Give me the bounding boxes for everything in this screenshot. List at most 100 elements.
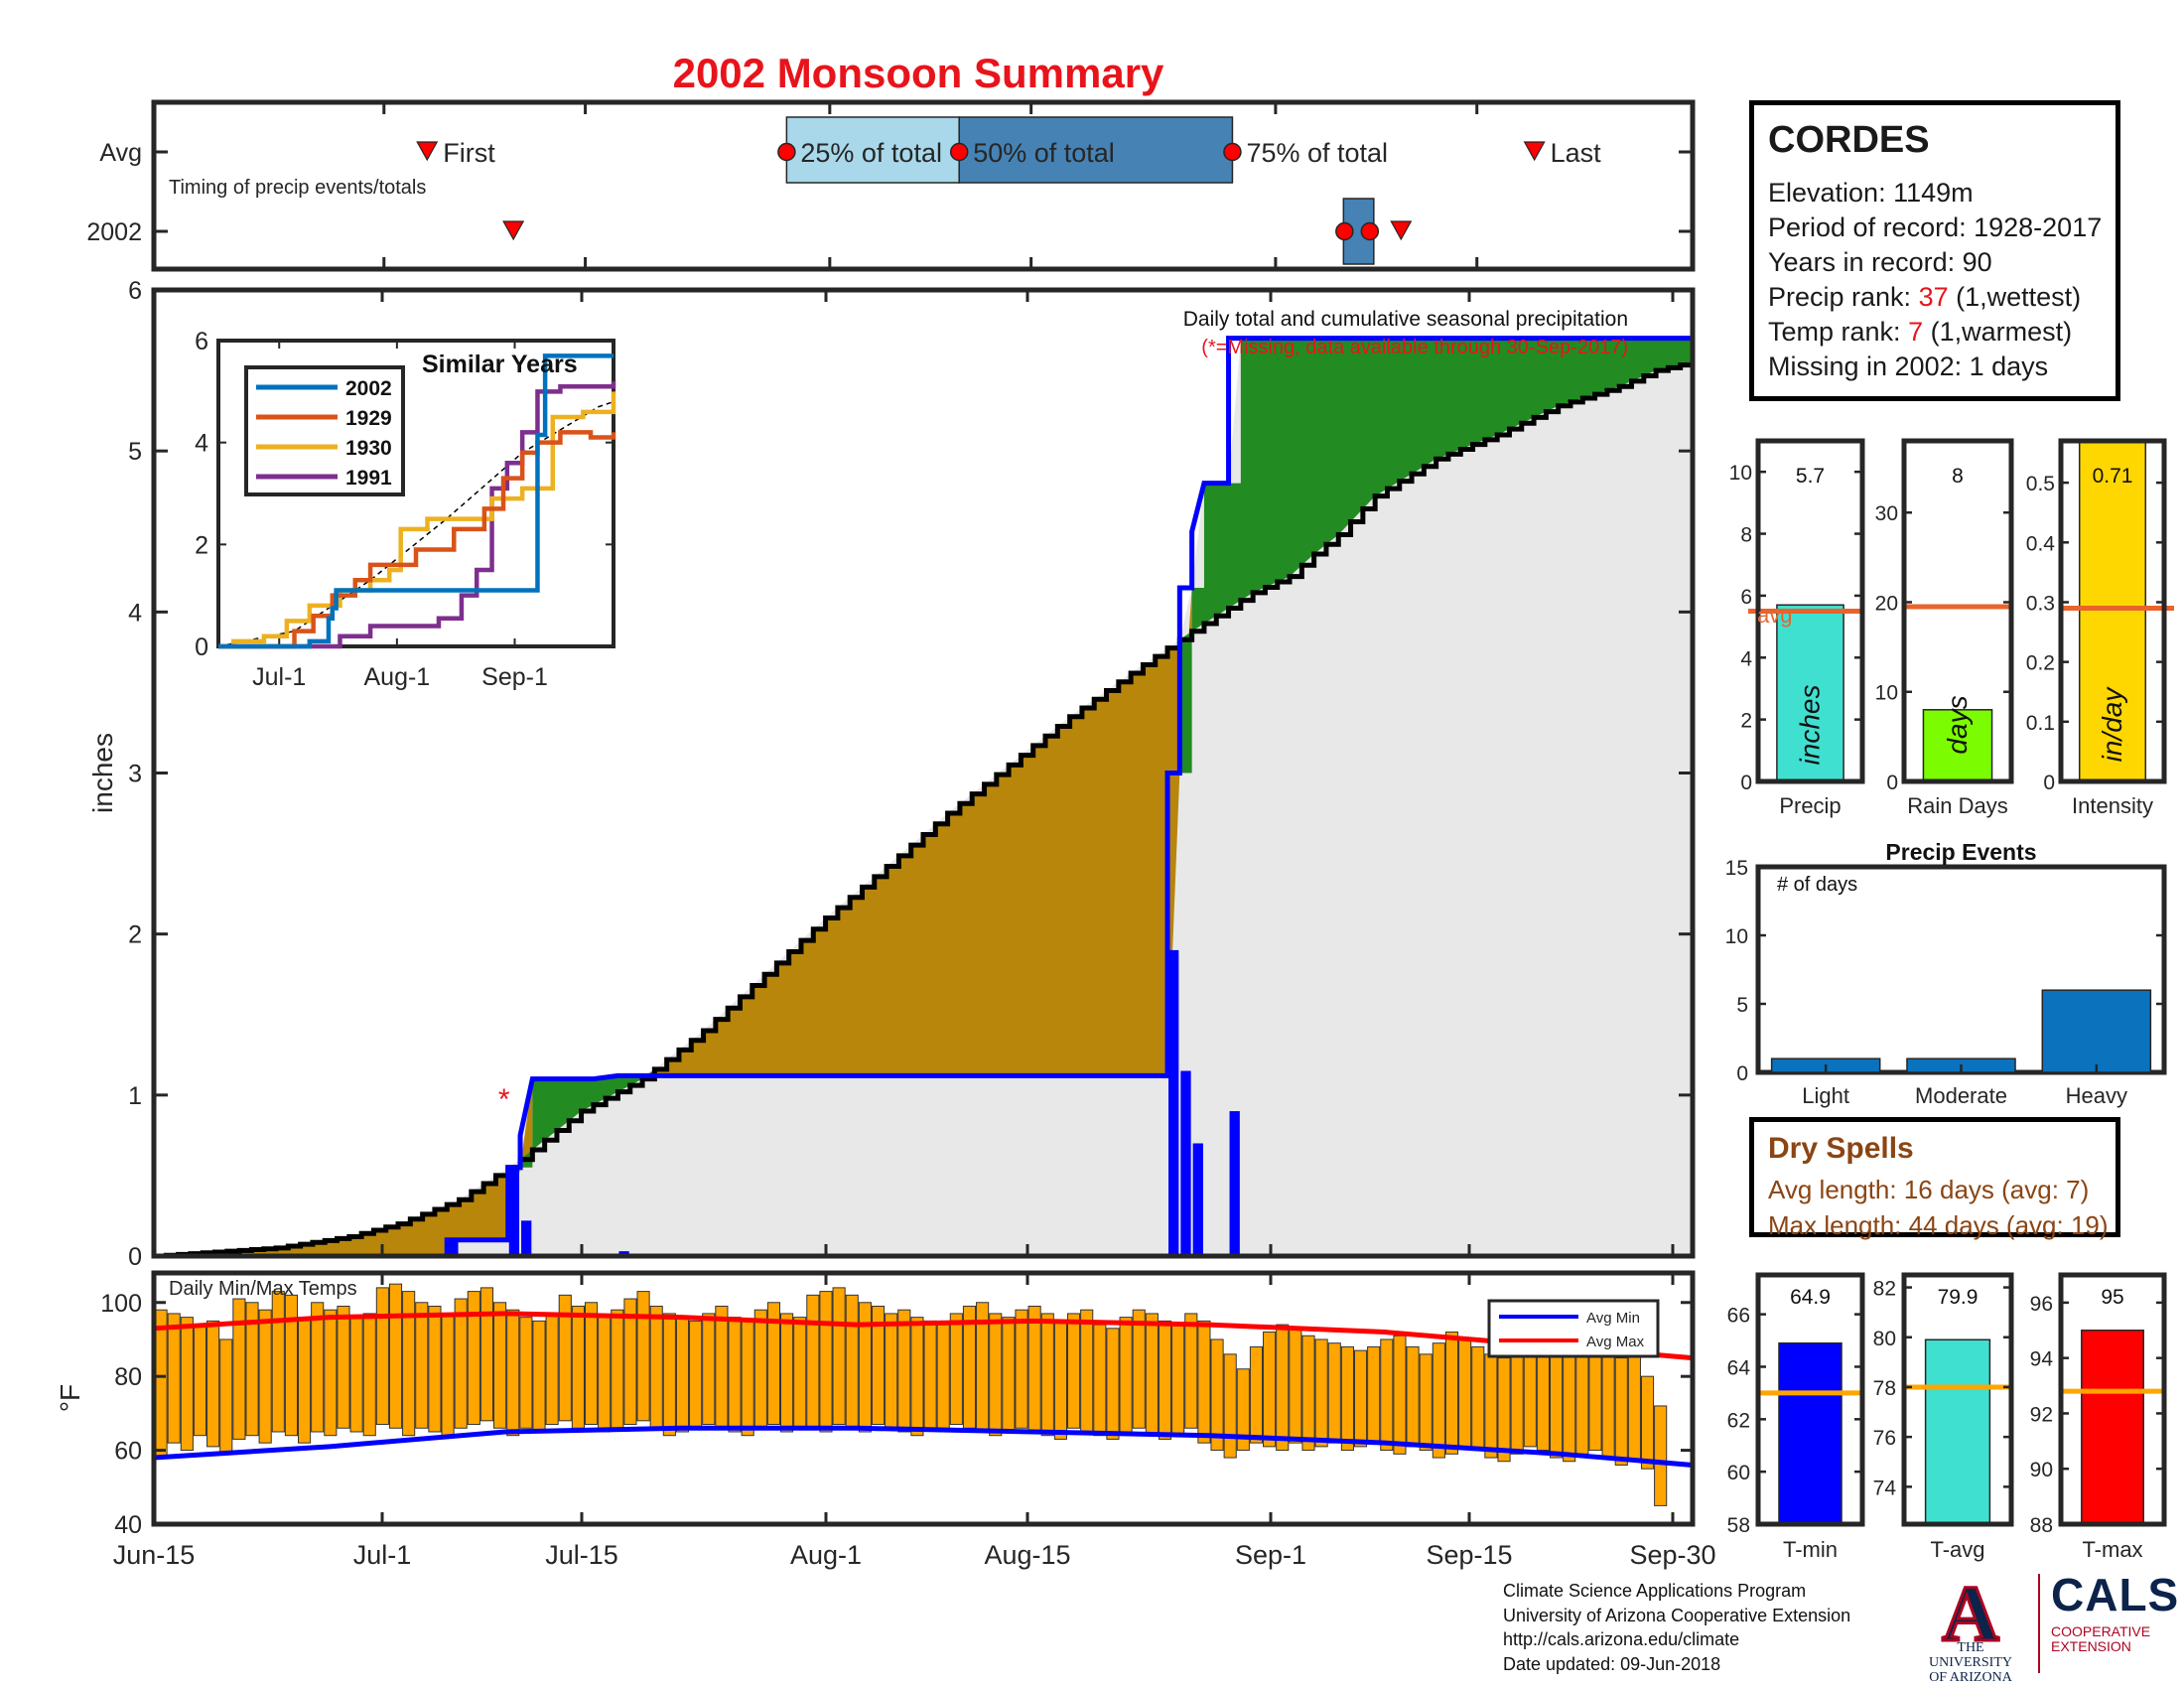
missing-marker: * (498, 1083, 510, 1116)
temp-bar (1132, 1309, 1146, 1429)
timing-subtitle: Timing of precip events/totals (169, 177, 426, 199)
credits-line-3[interactable]: http://cals.arizona.edu/climate (1503, 1629, 1740, 1649)
events-label-Heavy: Heavy (2066, 1083, 2127, 1108)
timing-row-label-Avg: Avg (99, 139, 142, 167)
temp-bar (388, 1283, 403, 1429)
temp-bar (154, 1309, 168, 1459)
tsum-ytick-label: 96 (2030, 1293, 2053, 1316)
temp-bar (1015, 1309, 1028, 1429)
pbar-ytick-label: 0.3 (2026, 592, 2055, 615)
station-info-box: CORDES Elevation: 1149m Period of record… (1749, 100, 2120, 401)
temp-bar (1289, 1328, 1302, 1444)
events-bar-Heavy (2041, 989, 2152, 1073)
xtick-label-Aug-15: Aug-15 (984, 1540, 1070, 1570)
inset-legend-label-1930: 1930 (345, 437, 392, 460)
precip-rank-value: 37 (1918, 282, 1949, 312)
temp-bar (271, 1291, 285, 1433)
pbar-frame-Precip (1755, 438, 1865, 784)
temp-bar (193, 1324, 207, 1437)
temp-bar (1601, 1345, 1615, 1459)
tsum-ytick-label: 92 (2030, 1403, 2053, 1426)
daily-precip-bar (1180, 1070, 1191, 1256)
temp-bar (636, 1291, 650, 1422)
timing-panel: Avg 2002 Timing of precip events/totals Fir… (86, 99, 1696, 272)
temp-bar (753, 1309, 767, 1429)
avg-min-line (153, 1425, 1694, 1468)
tsum-ytick-label: 94 (2030, 1348, 2054, 1371)
temp-bar (858, 1302, 872, 1433)
temp-bar (1471, 1345, 1485, 1452)
pbar-ytick-label: 0.5 (2026, 473, 2055, 495)
cum-ytick-label: 5 (128, 438, 142, 466)
temp-bar (1080, 1309, 1094, 1433)
temp-bar (467, 1291, 480, 1426)
daily-precip-bar (448, 1239, 459, 1256)
tsum-ytick-label: 78 (1873, 1377, 1896, 1400)
pbar-Precip (1776, 604, 1844, 782)
credits-line-2: University of Arizona Cooperative Extens… (1503, 1605, 1851, 1625)
pbar-value-Intensity: 0.71 (2093, 465, 2133, 488)
dry-avg-length: Avg length: 16 days (avg: 7) (1768, 1175, 2090, 1204)
timing-row-label-2002: 2002 (86, 218, 142, 246)
tsum-ytick-label: 88 (2030, 1514, 2053, 1537)
temp-bar (1627, 1349, 1641, 1463)
events-ylabel: # of days (1777, 874, 1857, 896)
pbar-ytick-label: 0.1 (2026, 712, 2055, 735)
temp-bar (1197, 1320, 1211, 1444)
temp-bar (675, 1317, 690, 1433)
period-line: Period of record: 1928-2017 (1768, 212, 2103, 242)
events-label-Light: Light (1802, 1083, 1849, 1108)
tsum-bar-T-max (2081, 1330, 2144, 1525)
temp-bar (819, 1291, 833, 1433)
pbar-ytick-label: 8 (1740, 524, 1752, 547)
tsum-ytick-label: 76 (1873, 1427, 1896, 1450)
avg-75-label: 75% of total (1246, 138, 1388, 168)
temp-bar (428, 1305, 442, 1433)
legend-avg-max-label: Avg Max (1586, 1334, 1645, 1350)
tsum-ytick-label: 66 (1727, 1305, 1750, 1328)
ua-logo-mark: A (1941, 1570, 2001, 1660)
temp-bar (362, 1313, 376, 1437)
temp-bar (1066, 1313, 1081, 1429)
temp-rank-suffix: (1,warmest) (1923, 317, 2073, 347)
temp-bar (1301, 1335, 1315, 1452)
temp-bar (728, 1317, 742, 1433)
inset-series-1929 (218, 430, 616, 649)
temp-bar (232, 1298, 246, 1440)
temp-bar (1119, 1317, 1133, 1433)
tsum-ytick-label: 90 (2030, 1459, 2053, 1481)
pbar-frame-Intensity (2058, 438, 2167, 784)
inset-avg-dashed-line (217, 400, 614, 647)
xtick-label-Sep-1: Sep-1 (1235, 1540, 1306, 1570)
avg-first-label: First (443, 138, 495, 168)
inset-series-1930 (218, 391, 616, 649)
tsum-ytick-label: 58 (1727, 1514, 1750, 1537)
pbar-label-Precip: Precip (1779, 793, 1841, 818)
temp-bar (1145, 1313, 1159, 1437)
xtick-label-Jul-15: Jul-15 (545, 1540, 618, 1570)
temp-bar (1419, 1353, 1433, 1452)
ua-letter-a: A (1942, 1571, 1999, 1658)
temps-ylabel: °F (55, 1384, 85, 1412)
temp-bar (493, 1302, 507, 1429)
temp-bar (923, 1320, 937, 1429)
temp-bar (519, 1317, 533, 1429)
xtick-label-Sep-15: Sep-15 (1426, 1540, 1512, 1570)
cum-ytick-label: 1 (128, 1082, 142, 1110)
cum-ytick-label: 0 (128, 1243, 142, 1271)
daily-precip-bar (1229, 1111, 1240, 1256)
inset-xtick-label: Jul-1 (252, 663, 306, 691)
temp-bar (910, 1317, 924, 1437)
credits-block: Climate Science Applications Program Uni… (1503, 1579, 1850, 1676)
tsum-ytick-label: 74 (1873, 1477, 1897, 1499)
tsum-label-T-max: T-max (2082, 1537, 2142, 1562)
temp-bar (1444, 1332, 1459, 1455)
inset-series-1991 (218, 381, 616, 649)
temp-bar (375, 1287, 389, 1426)
temp-bar (479, 1287, 494, 1422)
tsum-ytick-label: 80 (1873, 1328, 1896, 1350)
y2002-first-marker (502, 220, 525, 241)
cum-title: Daily total and cumulative seasonal prec… (1183, 308, 1628, 331)
pbar-ytick-label: 0 (1740, 772, 1752, 794)
